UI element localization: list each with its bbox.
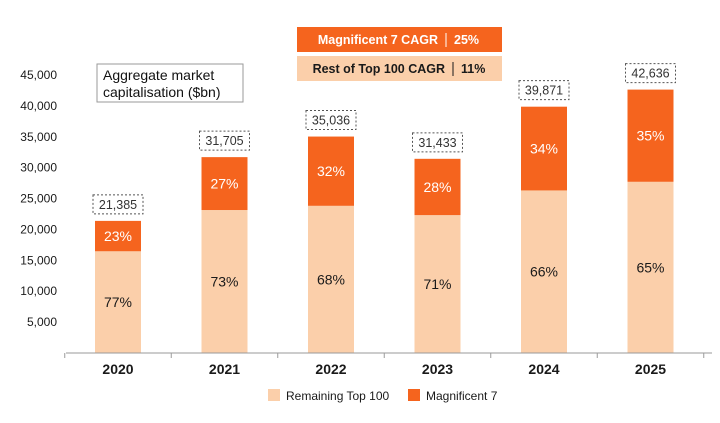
chart-title-line-2: capitalisation ($bn) bbox=[103, 84, 221, 100]
bars: 77% 23% 21,385 73% 27% 31,705 68% 32% 35,036 71% 2… bbox=[92, 63, 676, 353]
data-label-magnificent-7: 28% bbox=[423, 179, 451, 195]
total-label: 31,705 bbox=[205, 134, 243, 148]
bar-segment-remaining-top-100 bbox=[201, 210, 248, 353]
y-tick-label: 20,000 bbox=[20, 222, 57, 236]
rest-cagr-value: 11% bbox=[461, 62, 485, 76]
legend: Remaining Top 100 Magnificent 7 bbox=[268, 389, 498, 403]
data-label-magnificent-7: 27% bbox=[210, 176, 238, 192]
x-tick-label: 2020 bbox=[102, 361, 133, 377]
legend-label-magnificent-7: Magnificent 7 bbox=[426, 389, 498, 403]
data-label-magnificent-7: 34% bbox=[530, 141, 558, 157]
y-tick-label: 15,000 bbox=[20, 253, 57, 267]
y-axis: 5,000 10,000 15,000 20,000 25,000 30,000 35,00… bbox=[20, 68, 57, 329]
legend-swatch-remaining-top-100 bbox=[268, 389, 280, 401]
x-tick-label: 2023 bbox=[422, 361, 453, 377]
bar-segment-magnificent-7 bbox=[201, 157, 248, 211]
total-label: 31,433 bbox=[418, 136, 456, 150]
data-label-magnificent-7: 35% bbox=[636, 128, 664, 144]
x-tick-label: 2021 bbox=[209, 361, 240, 377]
bar-segment-remaining-top-100 bbox=[414, 215, 461, 353]
data-label-remaining-top-100: 77% bbox=[104, 294, 132, 310]
y-tick-label: 30,000 bbox=[20, 161, 57, 175]
bar-segment-magnificent-7 bbox=[308, 136, 354, 206]
mag7-cagr-label: Magnificent 7 CAGR bbox=[318, 33, 438, 47]
data-label-remaining-top-100: 68% bbox=[317, 271, 345, 287]
total-label-box bbox=[305, 110, 357, 131]
bar-segment-remaining-top-100 bbox=[627, 181, 674, 353]
rest-cagr-box bbox=[297, 56, 502, 81]
x-tick-label: 2024 bbox=[528, 361, 559, 377]
bar-segment-magnificent-7 bbox=[521, 106, 567, 191]
bar-segment-remaining-top-100 bbox=[308, 205, 354, 353]
total-label: 21,385 bbox=[99, 198, 137, 212]
legend-swatch-magnificent-7 bbox=[408, 389, 420, 401]
total-label-box bbox=[518, 80, 570, 101]
legend-label-remaining-top-100: Remaining Top 100 bbox=[286, 389, 390, 403]
y-tick-label: 10,000 bbox=[20, 284, 57, 298]
total-label: 35,036 bbox=[312, 114, 350, 128]
total-label-box bbox=[412, 132, 463, 153]
total-label-box bbox=[199, 130, 250, 151]
data-label-remaining-top-100: 66% bbox=[530, 264, 558, 280]
y-tick-label: 25,000 bbox=[20, 192, 57, 206]
total-label-box bbox=[92, 194, 144, 215]
bar-segment-magnificent-7 bbox=[627, 89, 674, 182]
y-tick-label: 45,000 bbox=[20, 68, 57, 82]
data-label-remaining-top-100: 71% bbox=[423, 276, 451, 292]
x-tick-label: 2022 bbox=[315, 361, 346, 377]
mag7-cagr-box bbox=[297, 27, 502, 52]
bar-segment-remaining-top-100 bbox=[521, 190, 567, 353]
x-axis: 2020 2021 2022 2023 2024 2025 bbox=[64, 353, 705, 377]
bar-segment-remaining-top-100 bbox=[95, 251, 141, 353]
data-label-remaining-top-100: 65% bbox=[636, 259, 664, 275]
cagr-annotations: Magnificent 7 CAGR 25% Rest of Top 100 C… bbox=[297, 27, 502, 81]
x-tick-label: 2025 bbox=[635, 361, 666, 377]
bar-segment-magnificent-7 bbox=[414, 158, 461, 216]
chart-title-line-1: Aggregate market bbox=[103, 67, 214, 83]
total-label-box bbox=[625, 63, 676, 84]
rest-cagr-label: Rest of Top 100 CAGR bbox=[313, 62, 445, 76]
y-tick-label: 5,000 bbox=[27, 315, 57, 329]
data-label-magnificent-7: 32% bbox=[317, 163, 345, 179]
data-label-remaining-top-100: 73% bbox=[210, 274, 238, 290]
mag7-cagr-value: 25% bbox=[454, 33, 479, 47]
total-label: 39,871 bbox=[525, 84, 563, 98]
y-tick-label: 35,000 bbox=[20, 130, 57, 144]
bar-segment-magnificent-7 bbox=[95, 220, 141, 252]
total-label: 42,636 bbox=[631, 67, 669, 81]
data-label-magnificent-7: 23% bbox=[104, 228, 132, 244]
y-tick-label: 40,000 bbox=[20, 99, 57, 113]
chart-title: Aggregate market capitalisation ($bn) bbox=[96, 63, 244, 103]
chart-title-box bbox=[96, 63, 244, 103]
